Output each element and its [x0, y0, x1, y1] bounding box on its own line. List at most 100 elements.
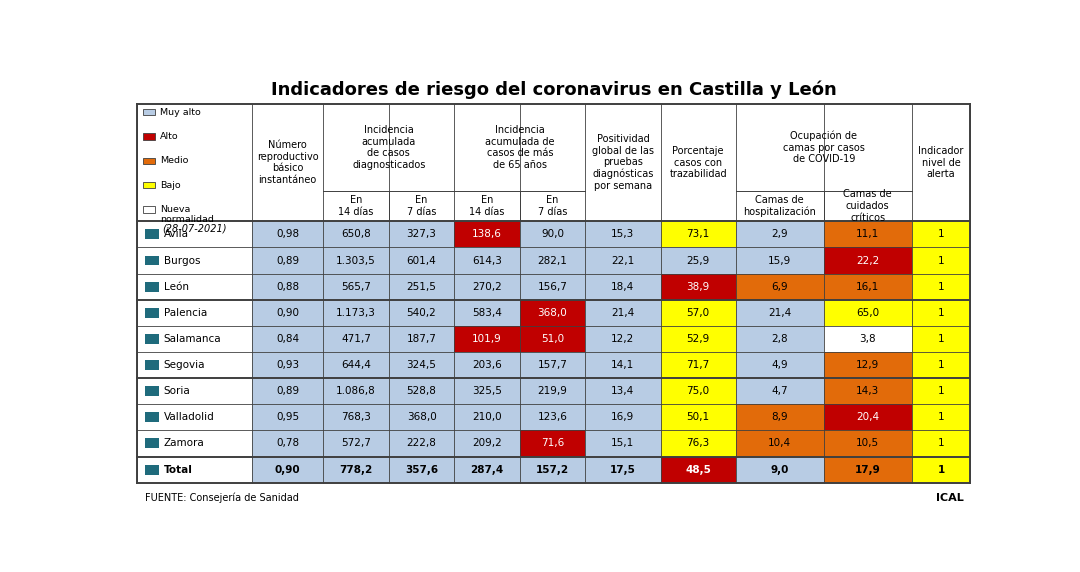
Bar	[145, 464, 159, 475]
Text: Zamora: Zamora	[164, 439, 204, 448]
Bar	[519, 456, 585, 483]
Text: 0,90: 0,90	[274, 464, 300, 475]
Text: Camas de
cuidados
críticos: Camas de cuidados críticos	[843, 189, 892, 223]
Text: 65,0: 65,0	[856, 308, 879, 318]
Bar	[137, 273, 252, 300]
Bar	[585, 221, 661, 248]
Bar	[661, 221, 735, 248]
Text: 0,89: 0,89	[276, 256, 299, 265]
Text: 52,9: 52,9	[687, 334, 710, 344]
Text: 614,3: 614,3	[472, 256, 502, 265]
Text: (28-07-2021): (28-07-2021)	[162, 224, 227, 233]
Text: Positividad
global de las
pruebas
diagnósticas
por semana: Positividad global de las pruebas diagnó…	[592, 134, 653, 191]
Bar	[735, 248, 824, 273]
Text: Soria: Soria	[164, 386, 190, 396]
Text: 1: 1	[937, 439, 944, 448]
Bar	[145, 412, 159, 422]
Text: Porcentaje
casos con
trazabilidad: Porcentaje casos con trazabilidad	[670, 146, 727, 179]
Text: 0,95: 0,95	[276, 412, 299, 422]
Bar	[735, 456, 824, 483]
Bar	[585, 326, 661, 352]
Bar	[389, 221, 455, 248]
Bar	[455, 430, 519, 456]
Text: 1: 1	[937, 412, 944, 422]
Bar	[735, 273, 824, 300]
Text: 13,4: 13,4	[611, 386, 635, 396]
Bar	[323, 404, 389, 430]
Text: 540,2: 540,2	[407, 308, 436, 318]
Bar	[661, 456, 735, 483]
Text: 1: 1	[937, 256, 944, 265]
Text: 156,7: 156,7	[538, 281, 567, 292]
Text: 1: 1	[937, 386, 944, 396]
Bar	[252, 430, 323, 456]
Text: 12,2: 12,2	[611, 334, 635, 344]
Bar	[323, 248, 389, 273]
Text: 1: 1	[937, 334, 944, 344]
Text: 38,9: 38,9	[687, 281, 710, 292]
Bar	[912, 430, 970, 456]
Text: Incidencia
acumulada de
casos de más
de 65 años: Incidencia acumulada de casos de más de …	[485, 125, 554, 170]
Bar	[824, 326, 912, 352]
Text: 75,0: 75,0	[687, 386, 710, 396]
Bar	[585, 273, 661, 300]
Bar	[585, 300, 661, 326]
Bar	[585, 248, 661, 273]
Bar	[735, 378, 824, 404]
Text: Indicadores de riesgo del coronavirus en Castilla y León: Indicadores de riesgo del coronavirus en…	[271, 81, 836, 99]
Bar	[455, 404, 519, 430]
Text: 14,1: 14,1	[611, 360, 635, 370]
Bar	[519, 430, 585, 456]
Text: 20,4: 20,4	[856, 412, 879, 422]
Bar	[519, 300, 585, 326]
Bar	[912, 248, 970, 273]
Text: 210,0: 210,0	[472, 412, 502, 422]
Text: 12,9: 12,9	[856, 360, 879, 370]
Bar	[323, 326, 389, 352]
Bar	[252, 352, 323, 378]
Text: 101,9: 101,9	[472, 334, 502, 344]
Text: 90,0: 90,0	[541, 229, 564, 239]
Text: 9,0: 9,0	[770, 464, 788, 475]
Text: 22,1: 22,1	[611, 256, 635, 265]
Bar	[824, 300, 912, 326]
Bar	[323, 221, 389, 248]
Bar	[252, 404, 323, 430]
Bar	[145, 360, 159, 370]
Bar	[323, 430, 389, 456]
Bar	[519, 248, 585, 273]
Text: Indicador
nivel de
alerta: Indicador nivel de alerta	[918, 146, 963, 179]
Bar	[323, 104, 455, 221]
Text: Palencia: Palencia	[164, 308, 207, 318]
Bar	[323, 300, 389, 326]
Text: 1.086,8: 1.086,8	[336, 386, 376, 396]
Text: Ávila: Ávila	[164, 229, 189, 239]
Text: 270,2: 270,2	[472, 281, 502, 292]
Bar	[519, 378, 585, 404]
Bar	[824, 221, 912, 248]
Bar	[137, 352, 252, 378]
Text: 565,7: 565,7	[341, 281, 372, 292]
Text: 73,1: 73,1	[687, 229, 710, 239]
Bar	[661, 404, 735, 430]
Bar	[735, 300, 824, 326]
Bar	[661, 300, 735, 326]
Bar	[389, 248, 455, 273]
Bar	[145, 229, 159, 239]
Text: 1.303,5: 1.303,5	[336, 256, 376, 265]
Text: 50,1: 50,1	[687, 412, 710, 422]
Text: En
7 días: En 7 días	[407, 195, 436, 217]
Bar	[585, 104, 661, 221]
Text: 583,4: 583,4	[472, 308, 502, 318]
Text: 16,1: 16,1	[856, 281, 879, 292]
Bar	[323, 378, 389, 404]
Text: Valladolid: Valladolid	[164, 412, 215, 422]
Text: 0,90: 0,90	[276, 308, 299, 318]
Bar	[735, 352, 824, 378]
Text: ICAL: ICAL	[936, 493, 963, 503]
Text: 357,6: 357,6	[405, 464, 438, 475]
Text: 71,6: 71,6	[541, 439, 564, 448]
Bar	[389, 300, 455, 326]
Text: 1: 1	[937, 229, 944, 239]
Bar	[824, 248, 912, 273]
